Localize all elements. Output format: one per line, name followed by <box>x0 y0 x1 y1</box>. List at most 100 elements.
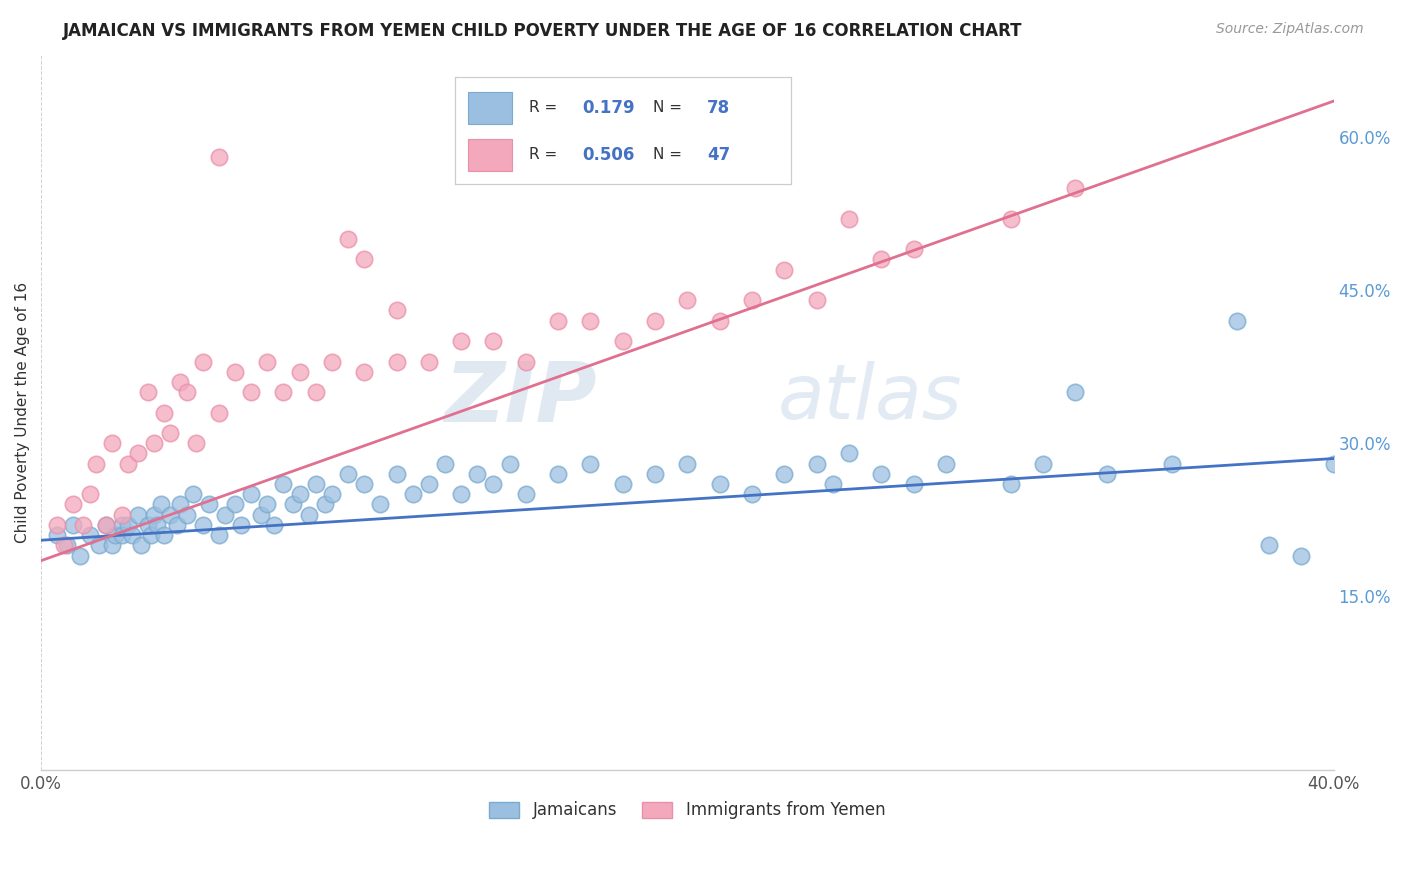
Point <box>169 375 191 389</box>
Point <box>314 498 336 512</box>
Point <box>1064 181 1087 195</box>
Point <box>136 385 159 400</box>
Point <box>117 457 139 471</box>
Point <box>283 498 305 512</box>
Point <box>709 477 731 491</box>
Point <box>89 538 111 552</box>
Point <box>72 517 94 532</box>
Point <box>579 457 602 471</box>
Point <box>547 313 569 327</box>
Point <box>838 211 860 226</box>
Point <box>741 487 763 501</box>
Point <box>117 517 139 532</box>
Point <box>515 354 537 368</box>
Point <box>288 365 311 379</box>
Point <box>1064 385 1087 400</box>
Point <box>467 467 489 481</box>
Point <box>176 508 198 522</box>
Point <box>101 538 124 552</box>
Point <box>143 508 166 522</box>
Point <box>773 467 796 481</box>
Point <box>208 150 231 164</box>
Point <box>198 498 221 512</box>
Point <box>139 528 162 542</box>
Point <box>418 354 440 368</box>
Point <box>305 385 328 400</box>
Point <box>111 508 134 522</box>
Point <box>1097 467 1119 481</box>
Point <box>321 487 343 501</box>
Point <box>240 487 263 501</box>
Point <box>353 365 375 379</box>
Point <box>69 549 91 563</box>
Point <box>231 517 253 532</box>
Point <box>385 303 408 318</box>
Point <box>353 477 375 491</box>
Point <box>1161 457 1184 471</box>
Text: atlas: atlas <box>778 361 962 435</box>
Point <box>676 457 699 471</box>
Text: ZIP: ZIP <box>444 358 598 439</box>
Point <box>498 457 520 471</box>
Point <box>353 252 375 267</box>
Point <box>612 334 634 348</box>
Point <box>127 446 149 460</box>
Point <box>806 293 828 308</box>
Point <box>159 425 181 440</box>
Point <box>321 354 343 368</box>
Point <box>450 487 472 501</box>
Point <box>773 262 796 277</box>
Point <box>547 467 569 481</box>
Point <box>298 508 321 522</box>
Point <box>385 354 408 368</box>
Point <box>104 528 127 542</box>
Point <box>62 498 84 512</box>
Point <box>127 508 149 522</box>
Point <box>166 517 188 532</box>
Point <box>153 406 176 420</box>
Point <box>612 477 634 491</box>
Point <box>149 498 172 512</box>
Point <box>709 313 731 327</box>
Point <box>838 446 860 460</box>
Text: Source: ZipAtlas.com: Source: ZipAtlas.com <box>1216 22 1364 37</box>
Point <box>250 508 273 522</box>
Point <box>56 538 79 552</box>
Legend: Jamaicans, Immigrants from Yemen: Jamaicans, Immigrants from Yemen <box>482 795 891 826</box>
Point <box>52 538 75 552</box>
Point <box>644 313 666 327</box>
Point <box>208 528 231 542</box>
Point <box>111 528 134 542</box>
Point <box>870 467 893 481</box>
Point <box>515 487 537 501</box>
Point <box>153 528 176 542</box>
Point <box>450 334 472 348</box>
Point <box>903 477 925 491</box>
Point <box>79 528 101 542</box>
Point <box>186 436 208 450</box>
Point <box>94 517 117 532</box>
Point <box>159 508 181 522</box>
Point <box>84 457 107 471</box>
Point <box>288 487 311 501</box>
Point <box>111 517 134 532</box>
Point <box>1323 457 1346 471</box>
Point <box>418 477 440 491</box>
Point <box>273 477 295 491</box>
Point <box>62 517 84 532</box>
Point <box>191 354 214 368</box>
Point <box>146 517 169 532</box>
Point <box>191 517 214 532</box>
Point <box>181 487 204 501</box>
Point <box>402 487 425 501</box>
Point <box>935 457 957 471</box>
Point <box>263 517 285 532</box>
Point <box>644 467 666 481</box>
Point <box>741 293 763 308</box>
Point <box>256 354 278 368</box>
Point <box>79 487 101 501</box>
Point <box>1258 538 1281 552</box>
Point <box>337 232 360 246</box>
Point <box>129 538 152 552</box>
Point <box>46 528 69 542</box>
